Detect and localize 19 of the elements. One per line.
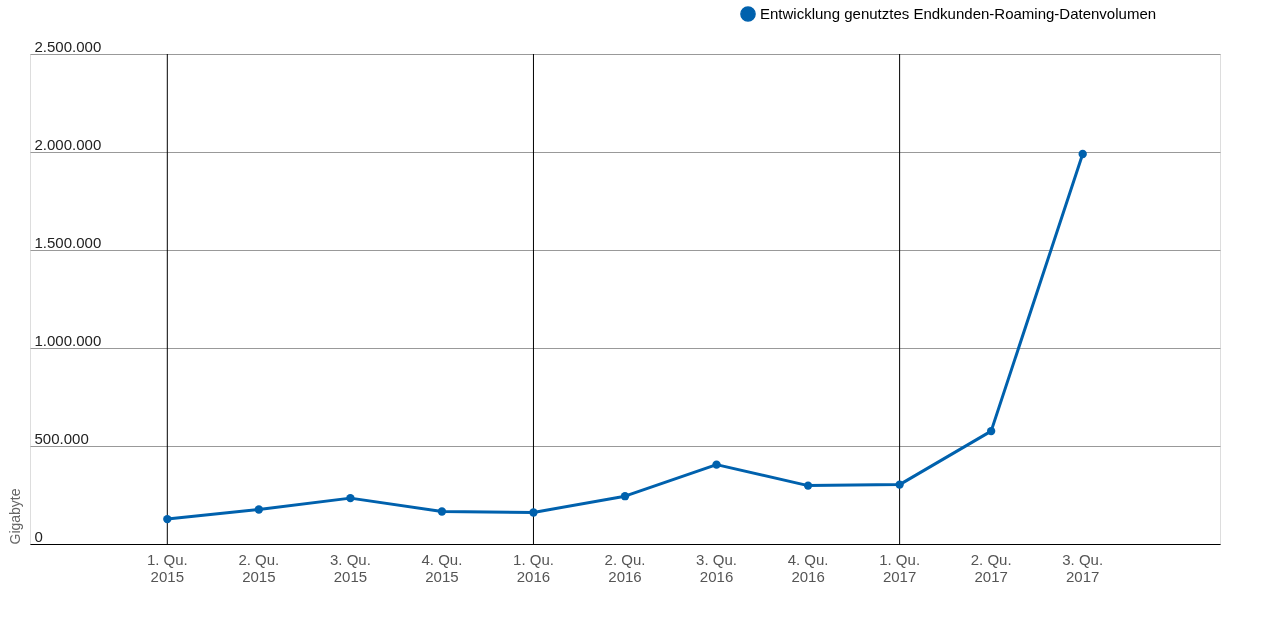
y-tick-label: 0 — [34, 527, 43, 545]
x-tick-label: 2. Qu. 2017 — [970, 550, 1012, 585]
y-tick-label: 500.000 — [34, 429, 89, 447]
y-tick-label: 2.500.000 — [34, 37, 102, 55]
y-tick-label: 1.500.000 — [34, 233, 102, 251]
x-tick-label: 4. Qu. 2015 — [421, 550, 463, 585]
y-tick-label: 1.000.000 — [34, 331, 102, 349]
x-tick-label: 3. Qu. 2015 — [329, 550, 371, 585]
legend-label: Entwicklung genutztes Endkunden-Roaming-Datenvolumen — [760, 5, 1157, 22]
x-tick-label: 2. Qu. 2016 — [604, 550, 646, 585]
x-tick-label: 3. Qu. 2016 — [696, 550, 737, 585]
x-tick-label: 1. Qu. 2017 — [879, 550, 921, 585]
x-tick-label: 1. Qu. 2016 — [513, 550, 554, 585]
x-tick-label: 3. Qu. 2017 — [1062, 550, 1104, 585]
x-tick-label: 1. Qu. 2015 — [146, 550, 188, 585]
y-tick-label: 2.000.000 — [34, 135, 102, 153]
x-tick-label: 2. Qu. 2015 — [238, 550, 280, 585]
x-tick-label: 4. Qu. 2016 — [787, 550, 829, 585]
y-axis-title: Gigabyte — [6, 488, 23, 545]
